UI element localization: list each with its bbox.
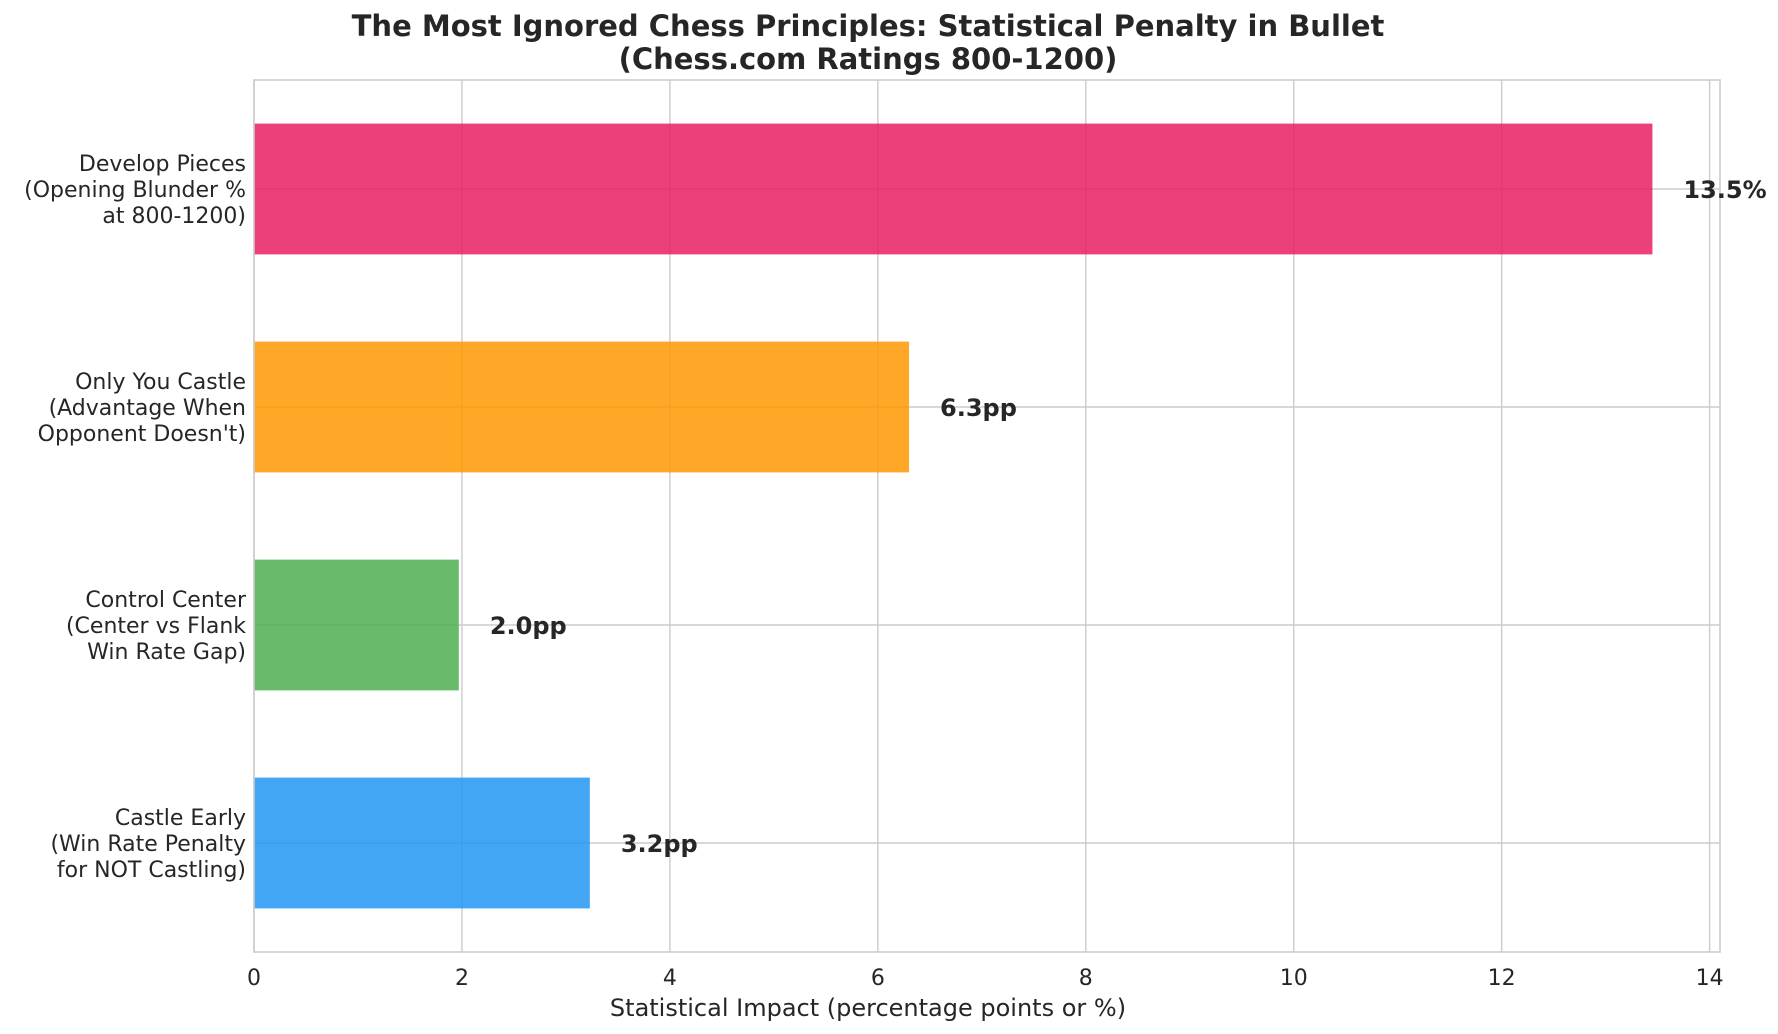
bar (254, 559, 459, 691)
category-label-line: Control Center (85, 588, 247, 613)
category-label-line: Develop Pieces (79, 152, 246, 177)
category-label-line: Opponent Doesn't) (38, 422, 246, 447)
category-label-line: Castle Early (115, 806, 246, 831)
bar-value-labels: 13.5% 6.3pp 2.0pp 3.2pp (490, 176, 1767, 858)
plot-frame (253, 79, 1721, 953)
x-tick-label: 10 (1280, 966, 1308, 991)
x-tick-label: 12 (1488, 966, 1516, 991)
x-axis-title: Statistical Impact (percentage points or… (610, 994, 1126, 1022)
x-tick-label: 2 (455, 966, 469, 991)
x-axis-ticks: 0 2 4 6 8 10 12 14 (247, 966, 1724, 991)
x-tick-label: 6 (871, 966, 885, 991)
bar-value-label: 13.5% (1683, 176, 1766, 204)
category-label-line: (Opening Blunder % (24, 178, 246, 203)
bar (254, 123, 1653, 255)
bars (254, 123, 1653, 909)
x-tick-label: 4 (663, 966, 677, 991)
chart-title-line-2: (Chess.com Ratings 800-1200) (619, 42, 1118, 76)
x-tick-label: 0 (247, 966, 261, 991)
plot-border (253, 79, 1721, 953)
bar-value-label: 6.3pp (940, 394, 1017, 422)
x-tick-label: 14 (1696, 966, 1724, 991)
category-label-line: (Advantage When (49, 396, 246, 421)
bar-value-label: 3.2pp (621, 830, 698, 858)
x-tick-label: 8 (1079, 966, 1093, 991)
bar (254, 341, 910, 473)
category-label-line: Only You Castle (75, 370, 246, 395)
category-label-line: Win Rate Gap) (87, 640, 246, 665)
category-label-line: (Win Rate Penalty (50, 832, 246, 857)
category-label-line: for NOT Castling) (57, 858, 246, 883)
chart-title-line-1: The Most Ignored Chess Principles: Stati… (352, 9, 1385, 43)
bar (254, 777, 590, 909)
category-label-line: at 800-1200) (102, 204, 246, 229)
bar-value-label: 2.0pp (490, 612, 567, 640)
category-label-line: (Center vs Flank (66, 614, 246, 639)
y-axis-category-labels: Develop Pieces(Opening Blunder %at 800-1… (24, 152, 247, 883)
